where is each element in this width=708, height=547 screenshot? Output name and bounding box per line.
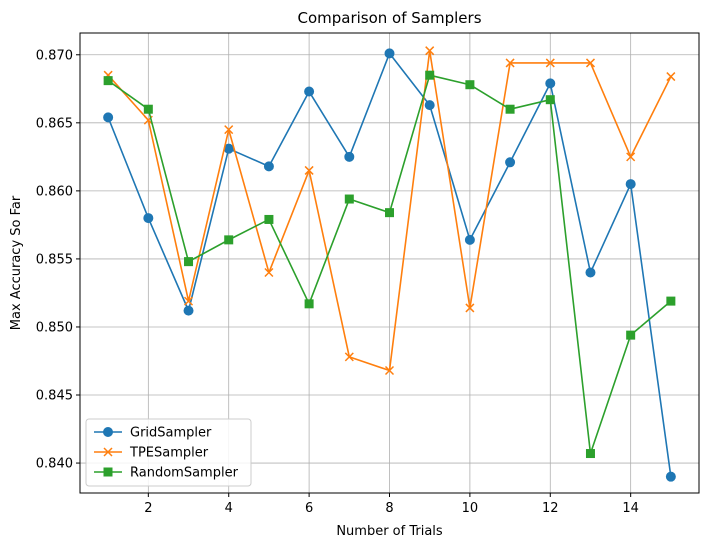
x-tick-label: 8	[385, 501, 393, 516]
randomsampler-legend-marker	[103, 467, 113, 477]
chart-title: Comparison of Samplers	[297, 9, 481, 27]
x-tick-label: 10	[462, 501, 479, 516]
gridsampler-legend-marker	[103, 427, 113, 437]
y-tick-label: 0.840	[36, 457, 73, 472]
x-tick-label: 2	[144, 501, 152, 516]
tpesampler-point	[666, 72, 676, 82]
tpesampler-point	[183, 296, 194, 306]
gridsampler-point	[263, 161, 274, 172]
tpesampler-point	[264, 267, 274, 278]
gridsampler-legend-label: GridSampler	[130, 426, 212, 441]
randomsampler-point	[143, 104, 153, 114]
tpesampler-point	[545, 58, 555, 68]
x-tick-label: 6	[305, 501, 313, 516]
randomsampler-point	[666, 296, 676, 306]
gridsampler-point	[384, 48, 395, 59]
x-tick-label: 4	[225, 501, 233, 516]
y-tick-label: 0.845	[36, 389, 73, 404]
randomsampler-point	[385, 208, 394, 218]
tpesampler-series	[103, 46, 676, 376]
tpesampler-legend-marker	[103, 447, 113, 457]
randomsampler-point	[585, 449, 595, 459]
gridsampler-point	[143, 213, 154, 224]
y-tick-label: 0.860	[36, 184, 73, 199]
y-tick-label: 0.855	[36, 252, 73, 267]
legend-box	[85, 418, 252, 487]
gridsampler-point	[665, 471, 676, 482]
tpesampler-point	[304, 165, 314, 175]
randomsampler-point	[304, 299, 314, 309]
tpesampler-point	[344, 352, 354, 362]
gridsampler-point	[625, 179, 636, 190]
randomsampler-point	[626, 330, 636, 340]
gridsampler-point	[183, 305, 194, 316]
tpesampler-point	[384, 365, 395, 376]
tpesampler-point	[626, 152, 636, 162]
randomsampler-legend-label: RandomSampler	[130, 466, 239, 481]
x-tick-label: 12	[542, 501, 559, 516]
x-axis-label: Number of Trials	[336, 524, 443, 539]
randomsampler-point	[224, 235, 234, 245]
legend: GridSampler TPESampler RandomSampler	[85, 418, 252, 487]
tpesampler-point	[585, 58, 596, 68]
tpesampler-point	[505, 58, 515, 68]
gridsampler-point	[585, 267, 596, 278]
randomsampler-point	[264, 214, 274, 224]
x-tick-label: 14	[622, 501, 639, 516]
randomsampler-point	[505, 104, 515, 114]
gridsampler-point	[505, 157, 516, 168]
y-axis-label: Max Accuracy So Far	[9, 195, 24, 330]
randomsampler-point	[103, 76, 113, 86]
y-tick-label: 0.850	[36, 320, 73, 335]
y-tick-label: 0.870	[36, 48, 73, 63]
y-tick-label: 0.865	[36, 116, 73, 131]
gridsampler-point	[545, 78, 556, 89]
tpesampler-point	[224, 125, 234, 135]
randomsampler-point	[184, 257, 194, 267]
gridsampler-point	[464, 234, 475, 245]
tpesampler-legend-label: TPESampler	[129, 446, 209, 461]
randomsampler-series	[103, 70, 676, 459]
axis-ticks: 2 4 6 8 10 12 14 0.840 0.845 0.850 0.855 0.860 0.865…	[36, 48, 639, 516]
gridsampler-point	[304, 86, 315, 97]
series-layer	[103, 46, 676, 482]
randomsampler-point	[344, 194, 354, 204]
gridsampler-point	[103, 112, 114, 123]
tpesampler-point	[465, 303, 475, 313]
plot-frame	[79, 32, 700, 494]
gridsampler-series	[103, 48, 676, 482]
randomsampler-point	[545, 95, 555, 105]
tpesampler-point	[425, 46, 435, 56]
gridsampler-point	[344, 151, 355, 162]
gridsampler-point	[424, 100, 435, 111]
randomsampler-point	[465, 80, 475, 90]
randomsampler-point	[425, 70, 435, 80]
